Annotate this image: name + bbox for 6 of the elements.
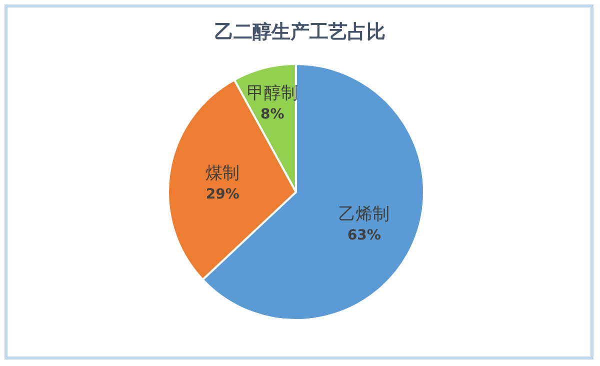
data-label: 63% [347,227,381,244]
data-label: 29% [206,186,240,202]
slice-label: 乙烯制 [338,204,390,224]
chart-title: 乙二醇生产工艺占比 [214,21,386,43]
slice-label: 煤制 [206,163,240,184]
data-label: 8% [260,106,284,122]
